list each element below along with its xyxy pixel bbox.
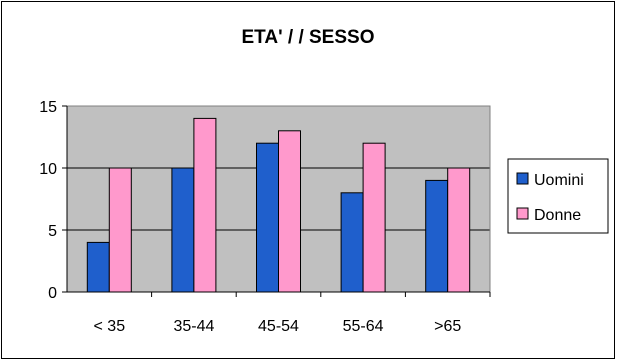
bar-donne: [193, 117, 217, 293]
legend-swatch-uomini: [516, 172, 529, 185]
legend-label-uomini: Uomini: [534, 172, 584, 189]
bar-uomini: [340, 192, 364, 293]
x-tick-label: >65: [434, 318, 461, 335]
bar-uomini: [171, 167, 195, 293]
y-axis-ticks: 0 5 10 15: [39, 99, 67, 302]
y-tick-label: 15: [39, 99, 57, 116]
legend-box: [507, 158, 609, 234]
bars: [86, 117, 471, 293]
legend-label-donne: Donne: [534, 207, 581, 224]
x-tick-label: 35-44: [173, 318, 214, 335]
bar-uomini: [256, 142, 279, 293]
chart-title: ETA' / / SESSO: [242, 27, 375, 48]
x-tick-label: 55-64: [343, 318, 384, 335]
x-tick-label: < 35: [94, 318, 126, 335]
bar-donne: [278, 130, 301, 293]
y-tick-label: 10: [39, 161, 57, 178]
bar-uomini: [86, 241, 110, 293]
bar-uomini: [425, 179, 449, 293]
x-axis-ticks: < 35 35-44 45-54 55-64 >65: [94, 292, 491, 335]
bar-donne: [108, 167, 132, 293]
legend-swatch-donne: [516, 207, 529, 220]
axes: [66, 105, 491, 293]
bar-donne: [447, 167, 471, 293]
y-tick-label: 0: [48, 285, 57, 302]
bar-donne: [362, 142, 386, 293]
y-tick-label: 5: [48, 223, 57, 240]
x-tick-label: 45-54: [258, 318, 299, 335]
legend: Uomini Donne: [507, 158, 609, 234]
